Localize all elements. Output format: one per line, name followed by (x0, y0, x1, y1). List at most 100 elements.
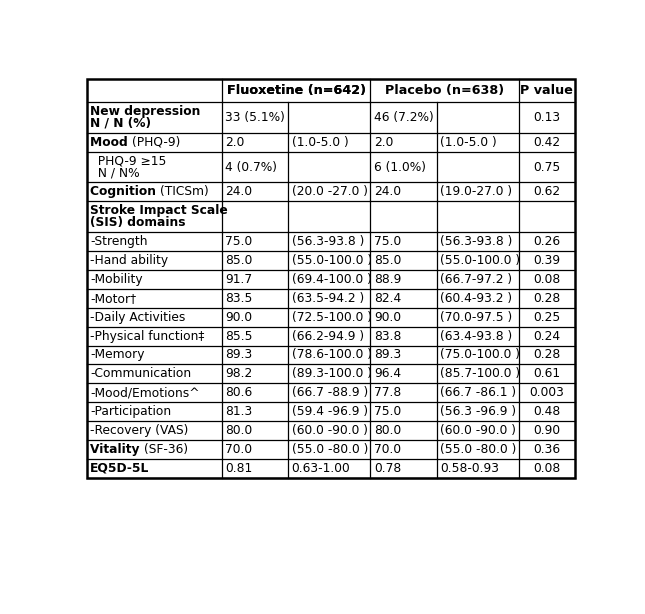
Text: (85.7-100.0 ): (85.7-100.0 ) (440, 367, 521, 381)
Text: 80.0: 80.0 (374, 424, 401, 437)
Text: (56.3-93.8 ): (56.3-93.8 ) (292, 235, 364, 248)
Text: -Hand ability: -Hand ability (90, 254, 168, 267)
Text: PHQ-9 ≥15: PHQ-9 ≥15 (90, 154, 166, 168)
Text: (63.5-94.2 ): (63.5-94.2 ) (292, 292, 364, 305)
Text: (69.4-100.0 ): (69.4-100.0 ) (292, 273, 372, 286)
Text: (TICSm): (TICSm) (161, 185, 209, 198)
Text: 85.0: 85.0 (374, 254, 401, 267)
Text: 75.0: 75.0 (374, 405, 401, 418)
Text: N / N (%): N / N (%) (90, 117, 151, 130)
Text: 0.58-0.93: 0.58-0.93 (440, 462, 499, 475)
Text: -Daily Activities: -Daily Activities (90, 311, 186, 324)
Text: Stroke Impact Scale: Stroke Impact Scale (90, 204, 228, 217)
Text: 89.3: 89.3 (225, 349, 253, 362)
Text: -Motor†: -Motor† (90, 292, 136, 305)
Text: 90.0: 90.0 (374, 311, 401, 324)
Text: (20.0 -27.0 ): (20.0 -27.0 ) (292, 185, 368, 198)
Text: 85.5: 85.5 (225, 330, 253, 343)
Text: (89.3-100.0 ): (89.3-100.0 ) (292, 367, 372, 381)
Text: P value: P value (521, 84, 573, 97)
Text: -Participation: -Participation (90, 405, 172, 418)
Text: Fluoxetine (n=642): Fluoxetine (n=642) (226, 84, 366, 97)
Text: Fluoxetine (n=642): Fluoxetine (n=642) (226, 84, 366, 97)
Text: 77.8: 77.8 (374, 386, 401, 399)
Bar (86, 79, 575, 478)
Text: N / N%: N / N% (90, 166, 140, 179)
Text: 24.0: 24.0 (374, 185, 401, 198)
Text: (75.0-100.0 ): (75.0-100.0 ) (440, 349, 520, 362)
Text: 88.9: 88.9 (374, 273, 401, 286)
Text: New depression: New depression (90, 105, 201, 118)
Text: (55.0-100.0 ): (55.0-100.0 ) (292, 254, 372, 267)
Text: Vitality: Vitality (90, 443, 144, 456)
Text: 4 (0.7%): 4 (0.7%) (225, 160, 277, 174)
Text: 0.62: 0.62 (533, 185, 561, 198)
Text: (1.0-5.0 ): (1.0-5.0 ) (292, 136, 348, 149)
Text: 0.08: 0.08 (533, 462, 561, 475)
Text: (66.7-97.2 ): (66.7-97.2 ) (440, 273, 512, 286)
Text: 91.7: 91.7 (225, 273, 252, 286)
Text: -Recovery (VAS): -Recovery (VAS) (90, 424, 188, 437)
Text: (78.6-100.0 ): (78.6-100.0 ) (292, 349, 372, 362)
Text: 0.36: 0.36 (533, 443, 561, 456)
Text: 90.0: 90.0 (225, 311, 252, 324)
Text: (55.0-100.0 ): (55.0-100.0 ) (440, 254, 521, 267)
Text: (63.4-93.8 ): (63.4-93.8 ) (440, 330, 512, 343)
Text: (56.3 -96.9 ): (56.3 -96.9 ) (440, 405, 516, 418)
Text: 0.61: 0.61 (533, 367, 561, 381)
Text: 0.003: 0.003 (530, 386, 564, 399)
Text: 0.08: 0.08 (533, 273, 561, 286)
Text: EQ5D-5L: EQ5D-5L (90, 462, 150, 475)
Text: 83.8: 83.8 (374, 330, 401, 343)
Text: 0.48: 0.48 (533, 405, 561, 418)
Text: 33 (5.1%): 33 (5.1%) (225, 111, 285, 124)
Text: -Memory: -Memory (90, 349, 144, 362)
Text: (66.7 -86.1 ): (66.7 -86.1 ) (440, 386, 516, 399)
Text: 83.5: 83.5 (225, 292, 253, 305)
Text: 0.13: 0.13 (533, 111, 561, 124)
Text: 0.42: 0.42 (533, 136, 561, 149)
Text: 0.78: 0.78 (374, 462, 401, 475)
Text: (60.4-93.2 ): (60.4-93.2 ) (440, 292, 512, 305)
Text: 80.6: 80.6 (225, 386, 253, 399)
Text: (19.0-27.0 ): (19.0-27.0 ) (440, 185, 512, 198)
Text: 6 (1.0%): 6 (1.0%) (374, 160, 426, 174)
Text: (SIS) domains: (SIS) domains (90, 216, 186, 229)
Text: 0.25: 0.25 (533, 311, 561, 324)
Text: -Communication: -Communication (90, 367, 192, 381)
Text: (60.0 -90.0 ): (60.0 -90.0 ) (292, 424, 368, 437)
Text: (55.0 -80.0 ): (55.0 -80.0 ) (292, 443, 368, 456)
Text: 0.28: 0.28 (533, 349, 561, 362)
Text: 70.0: 70.0 (374, 443, 401, 456)
Text: 2.0: 2.0 (374, 136, 393, 149)
Text: (70.0-97.5 ): (70.0-97.5 ) (440, 311, 512, 324)
Text: 0.63-1.00: 0.63-1.00 (292, 462, 350, 475)
Text: -Mobility: -Mobility (90, 273, 143, 286)
Text: 89.3: 89.3 (374, 349, 401, 362)
Text: Cognition: Cognition (90, 185, 161, 198)
Text: 24.0: 24.0 (225, 185, 252, 198)
Text: 98.2: 98.2 (225, 367, 253, 381)
Text: -Physical function‡: -Physical function‡ (90, 330, 204, 343)
Text: -Strength: -Strength (90, 235, 148, 248)
Text: 81.3: 81.3 (225, 405, 253, 418)
Text: 0.39: 0.39 (533, 254, 561, 267)
Text: (59.4 -96.9 ): (59.4 -96.9 ) (292, 405, 368, 418)
Text: 0.75: 0.75 (533, 160, 561, 174)
Text: 46 (7.2%): 46 (7.2%) (374, 111, 433, 124)
Text: (66.7 -88.9 ): (66.7 -88.9 ) (292, 386, 368, 399)
Text: 2.0: 2.0 (225, 136, 244, 149)
Text: (PHQ-9): (PHQ-9) (132, 136, 181, 149)
Text: 85.0: 85.0 (225, 254, 253, 267)
Text: 82.4: 82.4 (374, 292, 401, 305)
Text: 70.0: 70.0 (225, 443, 252, 456)
Text: 0.28: 0.28 (533, 292, 561, 305)
Text: (66.2-94.9 ): (66.2-94.9 ) (292, 330, 364, 343)
Text: -Mood/Emotions^: -Mood/Emotions^ (90, 386, 199, 399)
Text: Placebo (n=638): Placebo (n=638) (385, 84, 504, 97)
Text: (SF-36): (SF-36) (144, 443, 188, 456)
Text: (72.5-100.0 ): (72.5-100.0 ) (292, 311, 372, 324)
Text: 0.81: 0.81 (225, 462, 253, 475)
Text: 75.0: 75.0 (225, 235, 253, 248)
Text: 75.0: 75.0 (374, 235, 401, 248)
